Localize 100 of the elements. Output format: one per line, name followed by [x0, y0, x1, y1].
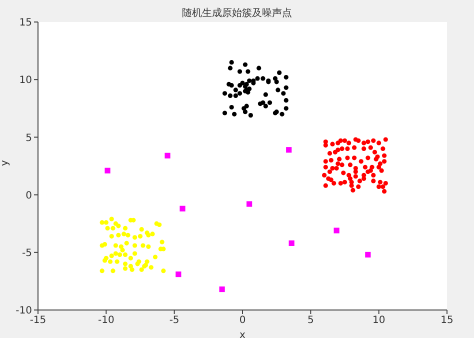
point [140, 243, 146, 248]
point [110, 226, 116, 231]
point [248, 113, 253, 118]
y-tick-label: 0 [26, 190, 32, 202]
point [124, 240, 129, 246]
y-tick-label: 5 [26, 132, 32, 144]
y-tick-label: 10 [19, 75, 32, 86]
point [286, 147, 292, 153]
point [116, 224, 121, 228]
point [260, 76, 266, 81]
point [122, 266, 128, 271]
point [237, 91, 242, 96]
point [158, 246, 163, 252]
point [219, 286, 225, 292]
point [104, 168, 110, 174]
point [139, 227, 144, 232]
point [105, 226, 110, 231]
point [164, 152, 170, 158]
point [120, 248, 125, 252]
point [116, 232, 121, 238]
point [104, 220, 108, 225]
point [229, 60, 234, 65]
point [135, 262, 140, 266]
point [100, 220, 104, 225]
point [222, 110, 228, 116]
point [109, 254, 114, 258]
point [132, 235, 138, 240]
point [263, 92, 268, 97]
point [237, 69, 242, 74]
point [228, 93, 233, 98]
point [161, 268, 166, 274]
point [108, 259, 113, 264]
point [277, 70, 282, 75]
point [232, 112, 237, 116]
point [247, 78, 252, 84]
y-tick-label: -10 [16, 306, 32, 317]
point [228, 66, 233, 70]
point [237, 83, 242, 88]
point [128, 256, 134, 260]
point [334, 228, 340, 234]
point [113, 251, 118, 256]
x-tick-label: -5 [169, 315, 180, 326]
point [280, 112, 284, 116]
point [109, 234, 114, 239]
point [132, 243, 138, 248]
point [281, 91, 286, 96]
point [148, 265, 154, 270]
point [102, 258, 108, 263]
y-tick-label: -5 [22, 248, 32, 259]
point [365, 252, 371, 258]
point [255, 76, 260, 81]
point [288, 240, 294, 246]
point [229, 104, 234, 110]
point [256, 66, 262, 70]
point [146, 244, 151, 249]
point [246, 201, 252, 207]
point [122, 262, 128, 266]
point [139, 267, 144, 272]
point [284, 106, 288, 111]
point [258, 101, 263, 106]
point [160, 240, 164, 244]
point [118, 252, 122, 258]
point [229, 83, 234, 88]
point [284, 98, 288, 103]
point [157, 222, 162, 228]
point [109, 216, 114, 222]
point [126, 232, 130, 238]
point [284, 85, 288, 90]
point [110, 268, 116, 274]
x-tick-label: 0 [239, 315, 246, 326]
point [128, 264, 134, 269]
point [138, 234, 143, 239]
point [233, 93, 238, 98]
chart-title: 随机生成原始簇及噪声点 [182, 8, 292, 19]
point [114, 259, 120, 264]
point [246, 69, 250, 74]
point [242, 62, 248, 67]
point [267, 100, 272, 105]
point [276, 88, 280, 92]
point [242, 110, 248, 114]
point [100, 268, 104, 274]
point [274, 80, 279, 84]
point [122, 226, 128, 231]
point [122, 232, 126, 236]
x-tick-label: 5 [307, 315, 314, 326]
point [152, 254, 158, 260]
point [263, 104, 268, 108]
y-tick-label: 15 [19, 18, 32, 29]
point [122, 252, 128, 258]
point [247, 86, 252, 92]
point [180, 206, 186, 212]
point [176, 271, 182, 278]
point [150, 232, 155, 236]
x-tick-label: 15 [440, 315, 454, 326]
x-tick-label: -10 [98, 315, 114, 326]
point [284, 74, 288, 80]
point [132, 251, 138, 256]
x-tick-label: -15 [30, 315, 46, 326]
point [233, 88, 238, 92]
point [244, 82, 249, 87]
